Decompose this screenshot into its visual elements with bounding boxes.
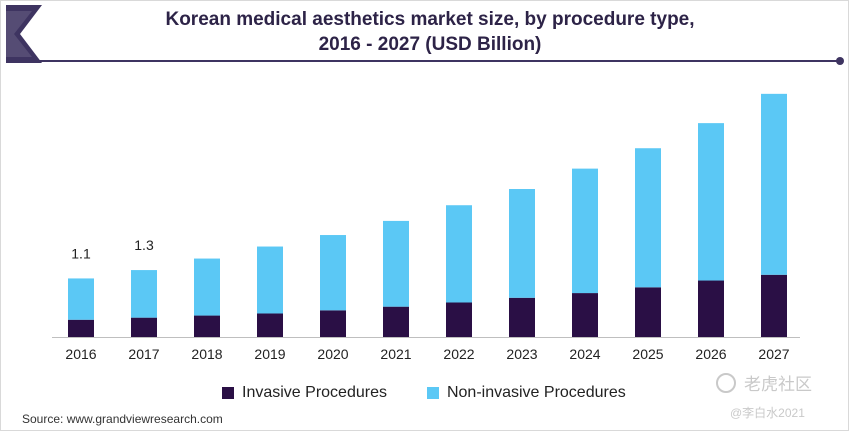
legend-item-invasive: Invasive Procedures [222, 384, 387, 402]
bar-invasive-2026 [698, 280, 724, 337]
x-tick-label-2018: 2018 [191, 346, 222, 362]
chart-title-line1: Korean medical aesthetics market size, b… [165, 9, 695, 30]
bar-non-invasive-2026 [698, 123, 724, 281]
bar-invasive-2024 [572, 293, 598, 337]
data-label-2016: 1.1 [71, 245, 91, 261]
x-tick-label-2017: 2017 [128, 346, 159, 362]
bar-non-invasive-2019 [257, 246, 283, 314]
source-note: Source: www.grandviewresearch.com [22, 412, 223, 426]
bar-invasive-2017 [131, 317, 157, 337]
x-tick-label-2024: 2024 [569, 346, 600, 362]
bar-non-invasive-2020 [320, 235, 346, 311]
bar-invasive-2016 [68, 319, 94, 337]
title-rule-dot [836, 57, 844, 65]
x-tick-label-2020: 2020 [317, 346, 348, 362]
bar-non-invasive-2016 [68, 278, 94, 320]
watermark-text: 老虎社区 [744, 375, 812, 394]
x-tick-label-2023: 2023 [506, 346, 537, 362]
bar-non-invasive-2023 [509, 189, 535, 298]
x-tick-label-2027: 2027 [758, 346, 789, 362]
legend: Invasive Procedures Non-invasive Procedu… [222, 384, 666, 402]
bar-invasive-2020 [320, 310, 346, 337]
watermark-icon [716, 372, 736, 393]
x-tick-label-2016: 2016 [65, 346, 96, 362]
data-label-2017: 1.3 [134, 237, 154, 253]
bar-non-invasive-2021 [383, 220, 409, 307]
x-tick-label-2026: 2026 [695, 346, 726, 362]
legend-swatch-invasive [222, 387, 234, 399]
logo-icon [6, 5, 42, 63]
bar-non-invasive-2024 [572, 168, 598, 294]
x-tick-label-2022: 2022 [443, 346, 474, 362]
legend-label-invasive: Invasive Procedures [242, 384, 387, 401]
bar-invasive-2018 [194, 315, 220, 337]
watermark: 老虎社区 [716, 370, 812, 395]
bar-non-invasive-2022 [446, 205, 472, 303]
bar-invasive-2027 [761, 274, 787, 337]
bar-non-invasive-2025 [635, 148, 661, 288]
x-tick-label-2021: 2021 [380, 346, 411, 362]
bar-non-invasive-2018 [194, 258, 220, 316]
bar-invasive-2025 [635, 287, 661, 337]
x-tick-label-2019: 2019 [254, 346, 285, 362]
bar-invasive-2019 [257, 313, 283, 337]
legend-swatch-non-invasive [426, 387, 439, 399]
x-tick-label-2025: 2025 [632, 346, 663, 362]
legend-item-non-invasive: Non-invasive Procedures [426, 384, 626, 402]
watermark-sub: @李白水2021 [730, 406, 805, 420]
legend-label-non-invasive: Non-invasive Procedures [446, 384, 626, 401]
title-rule [38, 60, 840, 62]
bar-non-invasive-2027 [761, 93, 787, 275]
chart-title-line2: 2016 - 2027 (USD Billion) [318, 34, 542, 55]
bar-invasive-2023 [509, 297, 535, 337]
bar-non-invasive-2017 [131, 270, 157, 318]
bar-invasive-2022 [446, 302, 472, 337]
bar-invasive-2021 [383, 306, 409, 337]
chart-title: Korean medical aesthetics market size, b… [110, 7, 750, 57]
